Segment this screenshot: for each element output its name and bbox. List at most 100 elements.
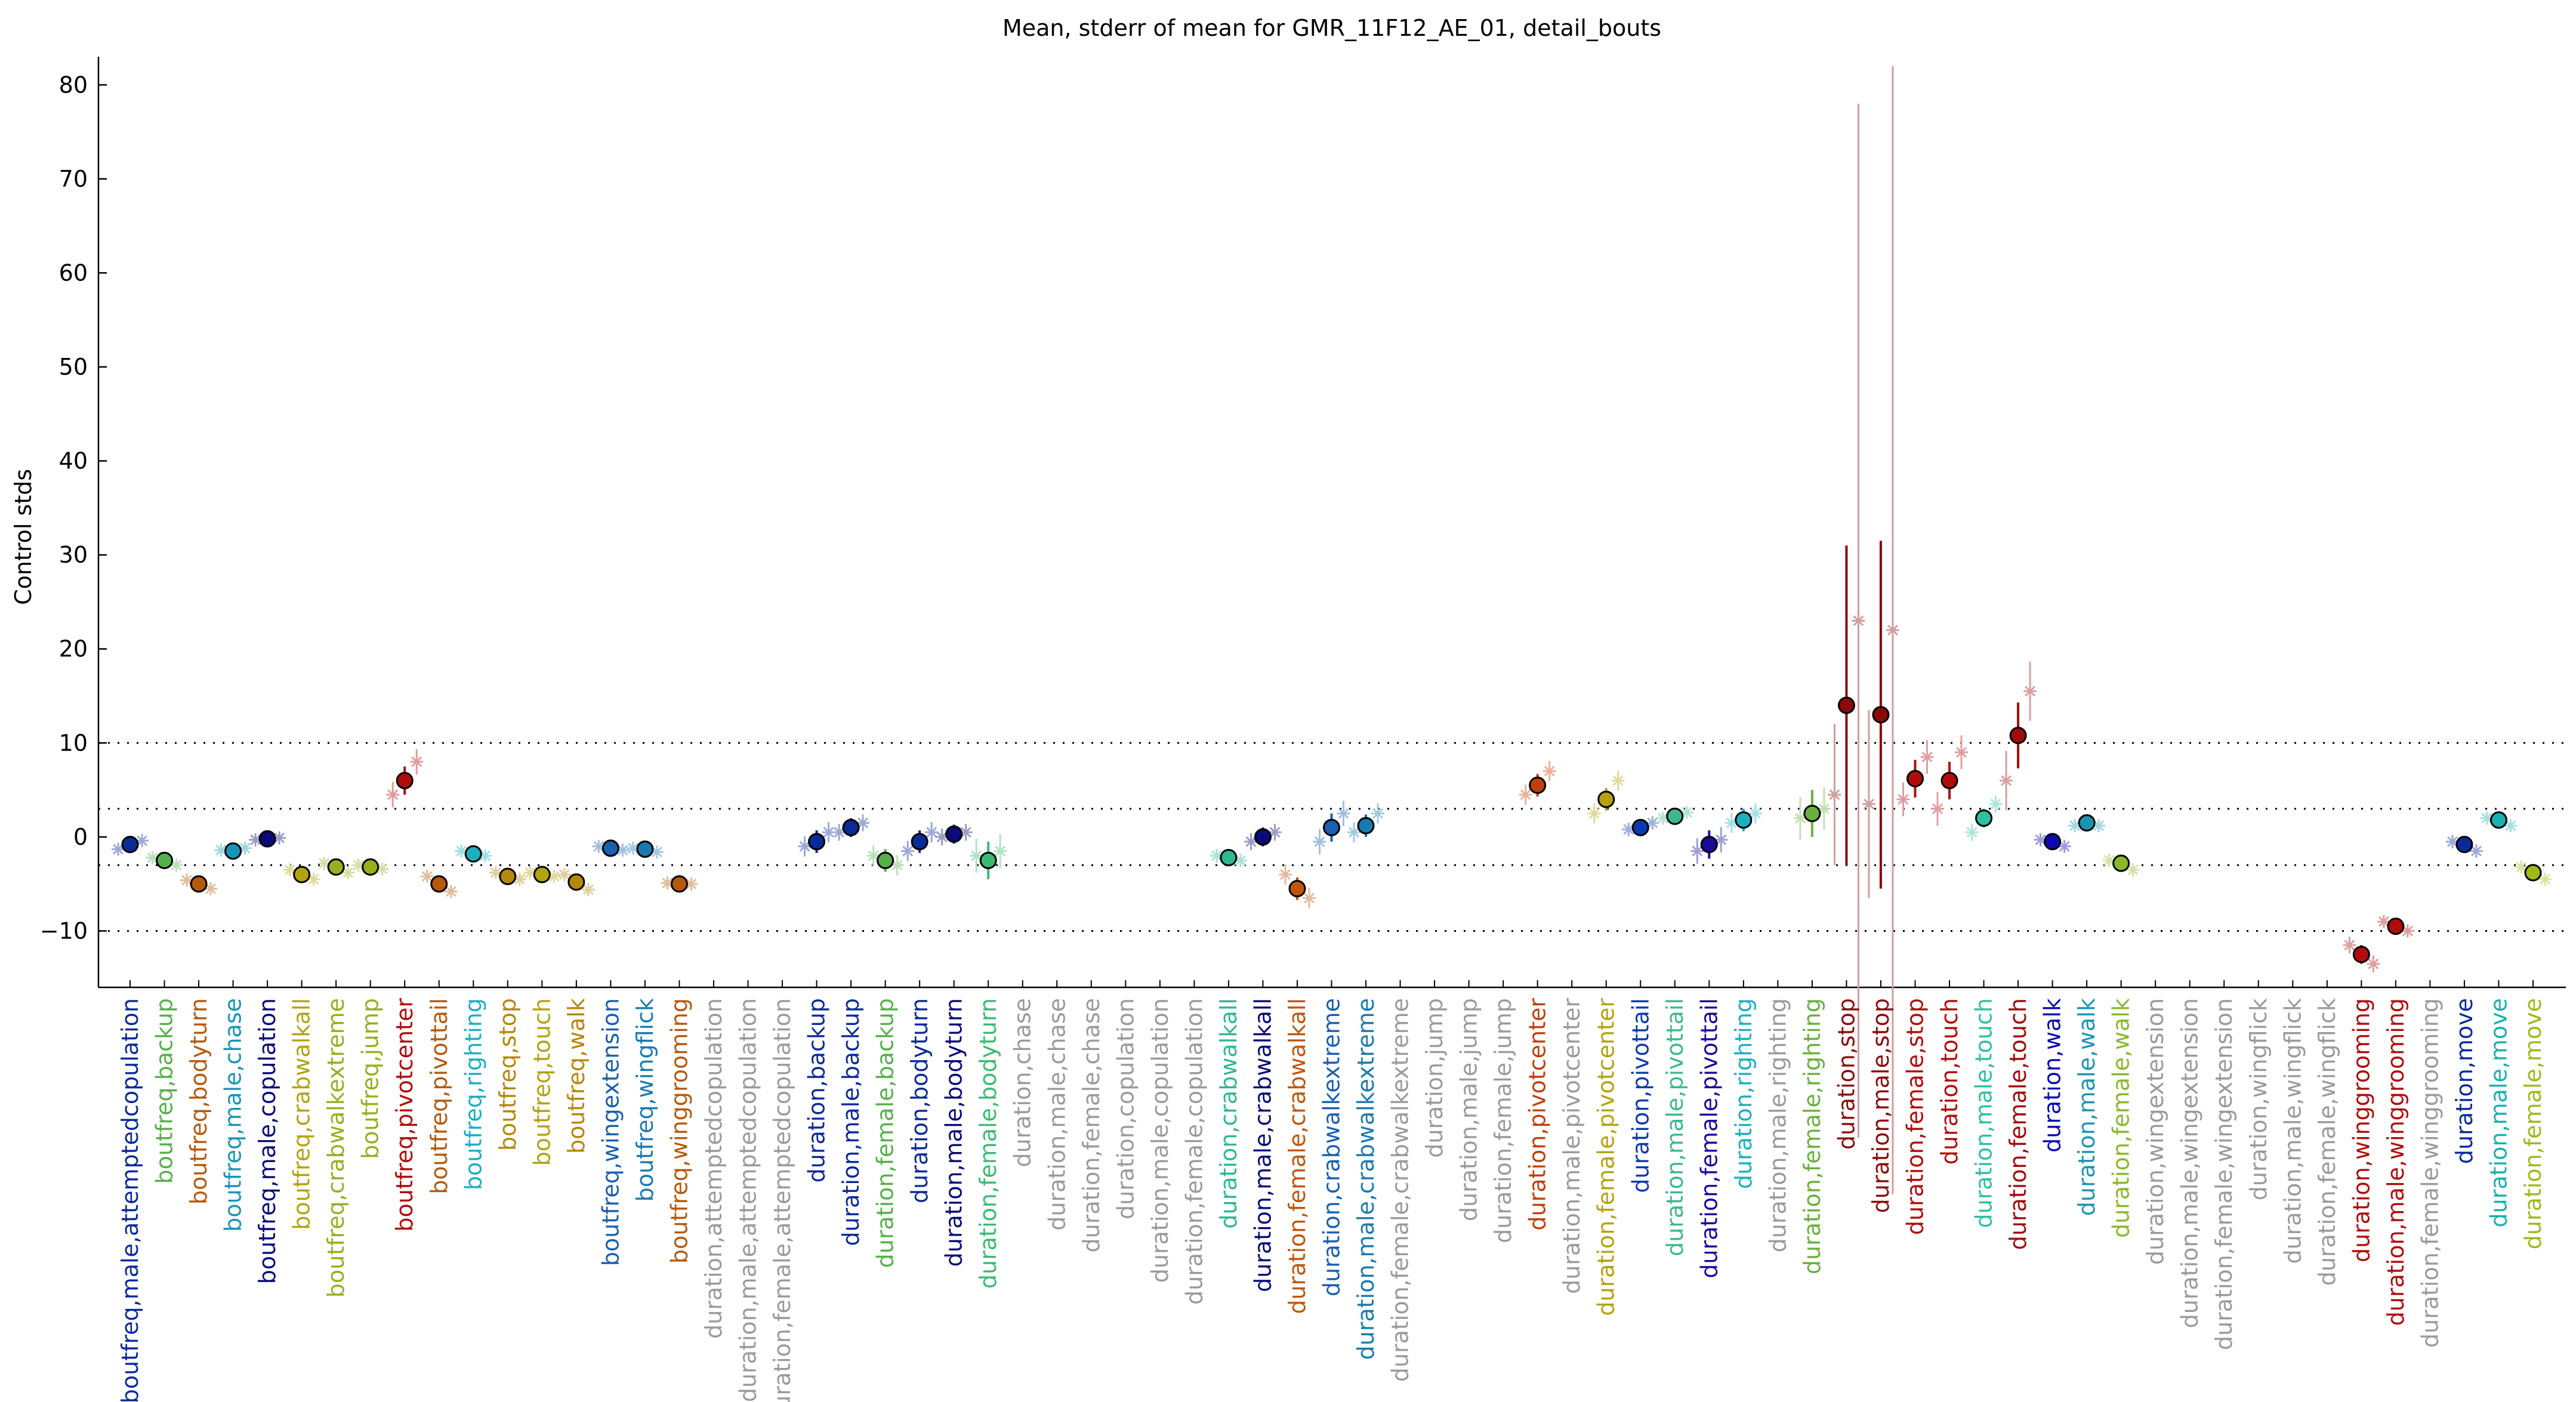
secondary-marker (1690, 844, 1704, 858)
secondary-marker (1337, 807, 1350, 820)
x-tick-label: duration,female,touch (2005, 998, 2031, 1250)
secondary-marker (523, 866, 537, 879)
mean-point (327, 858, 345, 876)
x-tick-label: duration,female,backup (872, 998, 899, 1268)
secondary-marker (1714, 833, 1728, 847)
x-tick-label: duration,male,move (2485, 998, 2512, 1227)
mean-point (979, 851, 997, 869)
secondary-marker (1244, 835, 1258, 848)
x-tick-label: duration,male,copulation (1147, 998, 1173, 1283)
x-tick-label: duration,male,stop (1868, 998, 1894, 1213)
secondary-marker (547, 870, 561, 884)
secondary-marker (135, 834, 149, 848)
x-tick-label: duration,backup (804, 998, 830, 1182)
x-tick-label: boutfreq,stop (495, 998, 521, 1151)
mean-point (396, 771, 414, 789)
secondary-marker (420, 870, 434, 884)
x-tick-label: boutfreq,righting (460, 998, 486, 1190)
x-tick-label: duration,male,bodyturn (941, 998, 967, 1267)
x-tick-label: duration,female,bodyturn (975, 998, 1001, 1289)
y-tick-label: 80 (59, 72, 88, 98)
x-tick-label: duration,male,pivotcenter (1559, 998, 1585, 1294)
x-tick-label: boutfreq,pivottail (426, 998, 452, 1194)
secondary-marker (1965, 826, 1979, 839)
mean-point (1254, 828, 1272, 846)
secondary-marker (2538, 872, 2552, 886)
secondary-marker (1955, 746, 1969, 759)
secondary-marker (2445, 835, 2459, 848)
x-tick-label: duration,attemptedcopulation (701, 998, 727, 1339)
secondary-marker (1233, 854, 1247, 867)
x-tick-label: duration,male,walk (2074, 998, 2100, 1216)
x-tick-label: boutfreq,male,chase (220, 998, 246, 1232)
secondary-marker (822, 826, 835, 839)
y-ticks: −10 0 10 20 30 40 50 60 70 80 (40, 72, 107, 944)
secondary-marker (856, 816, 870, 830)
mean-point (224, 842, 242, 860)
secondary-marker (1724, 816, 1738, 830)
mean-point (1975, 809, 1993, 827)
y-tick-label: 60 (59, 260, 88, 286)
x-tick-label: boutfreq,touch (529, 998, 555, 1166)
mean-point (2489, 811, 2507, 829)
x-tick-label: duration,female,chase (1078, 998, 1105, 1253)
x-tick-label: duration,male,wingextension (2177, 998, 2203, 1328)
secondary-marker (832, 826, 846, 839)
secondary-marker (592, 839, 606, 853)
x-tick-label: boutfreq,crabwalkextreme (323, 998, 349, 1298)
mean-point (567, 873, 585, 891)
secondary-marker (581, 883, 595, 897)
secondary-marker (684, 877, 698, 891)
mean-point (1529, 776, 1547, 794)
mean-point (156, 851, 174, 869)
secondary-marker (1817, 802, 1831, 816)
x-tick-label: duration,wingextension (2142, 998, 2168, 1265)
x-tick-label: duration,male,winggrooming (2383, 998, 2409, 1326)
secondary-marker (1748, 807, 1762, 820)
secondary-marker (616, 843, 630, 857)
secondary-marker (1611, 774, 1625, 788)
secondary-marker (1302, 891, 1316, 905)
y-tick-label: −10 (40, 918, 88, 944)
secondary-marker (2068, 819, 2082, 832)
x-tick-label: duration,crabwalkextreme (1319, 998, 1345, 1296)
x-tick-label: duration,pivottail (1627, 998, 1653, 1193)
mean-point (2112, 854, 2130, 872)
secondary-marker (1886, 623, 1899, 637)
x-tick-label: duration,female,wingextension (2211, 998, 2237, 1350)
secondary-marker (1931, 802, 1945, 816)
mean-point (190, 875, 208, 893)
x-tick-label: duration,female,attemptedcopulation (769, 998, 795, 1402)
x-tick-label: duration,male,attemptedcopulation (735, 998, 761, 1402)
reference-lines (98, 742, 2566, 932)
secondary-marker (2515, 860, 2528, 874)
secondary-marker (1793, 811, 1807, 825)
x-tick-label: duration,female,pivottail (1696, 998, 1722, 1279)
x-tick-label: duration,wingflick (2245, 998, 2272, 1200)
x-tick-label: duration,female,pivotcenter (1593, 998, 1619, 1316)
x-tick-label: boutfreq,pivotcenter (391, 998, 418, 1232)
y-tick-label: 40 (59, 448, 88, 474)
secondary-marker (146, 851, 159, 864)
secondary-marker (890, 859, 904, 872)
data-marks (112, 66, 2552, 1194)
mean-point (533, 866, 551, 884)
secondary-marker (2034, 833, 2047, 847)
x-tick-label: boutfreq,jump (357, 998, 384, 1159)
secondary-marker (970, 849, 983, 863)
secondary-marker (513, 872, 526, 886)
secondary-marker (1680, 805, 1693, 819)
secondary-marker (1920, 750, 1934, 764)
x-tick-label: boutfreq,walk (563, 998, 590, 1154)
secondary-marker (204, 882, 218, 895)
secondary-marker (489, 866, 502, 879)
secondary-marker (2367, 957, 2380, 971)
mean-point (1941, 771, 1958, 789)
secondary-marker (375, 862, 389, 876)
secondary-marker (935, 830, 949, 844)
secondary-marker (455, 844, 468, 858)
mean-point (601, 839, 619, 857)
mean-point (1872, 706, 1890, 724)
secondary-marker (1268, 826, 1282, 839)
mean-point (1357, 817, 1375, 835)
